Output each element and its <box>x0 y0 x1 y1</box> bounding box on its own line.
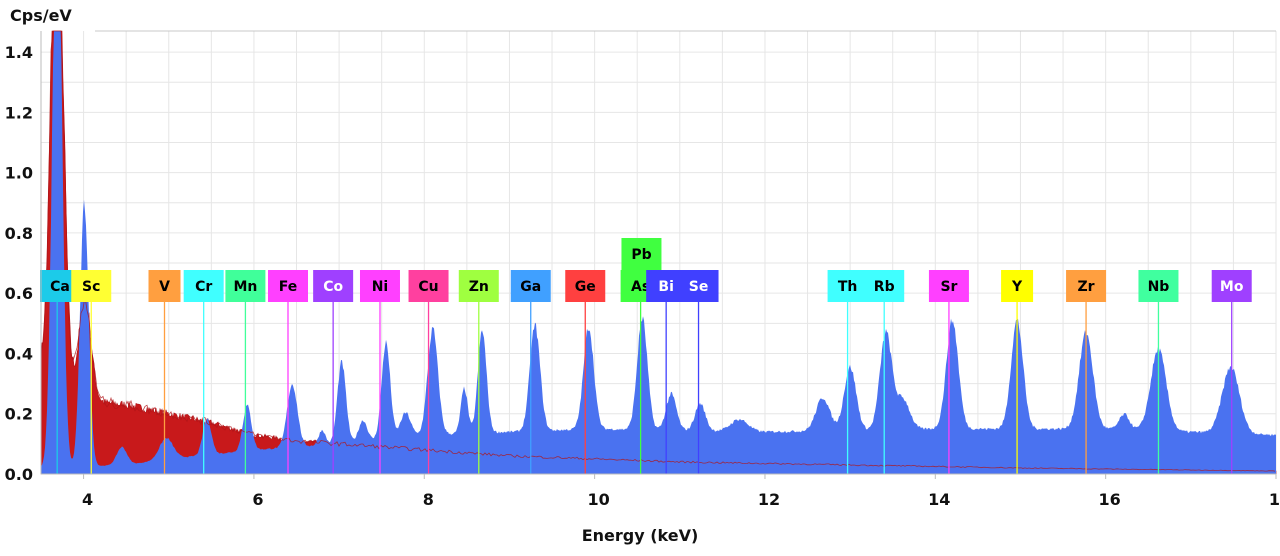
element-marker-mn: Mn <box>225 270 266 474</box>
element-label: Bi <box>658 279 673 295</box>
element-label: V <box>159 279 170 295</box>
element-marker-rb: Rb <box>864 270 905 474</box>
element-label: Sr <box>940 279 957 295</box>
x-axis-label: Energy (keV) <box>582 526 699 545</box>
element-marker-sr: Sr <box>928 270 969 474</box>
y-tick-label: 1.0 <box>5 164 33 183</box>
element-marker-mo: Mo <box>1211 270 1252 474</box>
element-label-box <box>313 270 354 302</box>
element-label-box <box>183 270 224 302</box>
element-label: Cr <box>195 279 212 295</box>
element-marker-cr: Cr <box>183 270 224 474</box>
element-marker-se: Se <box>678 270 719 474</box>
element-label: Mo <box>1220 279 1244 295</box>
element-marker-nb: Nb <box>1138 270 1179 474</box>
x-tick-label: 16 <box>1099 490 1121 509</box>
spectrum-red-trace <box>40 30 1276 472</box>
element-label-box <box>148 270 181 302</box>
element-marker-pb: Pb <box>621 238 662 270</box>
y-tick-label: 0.4 <box>5 344 33 363</box>
element-marker-fe: Fe <box>268 270 308 474</box>
element-label: Pb <box>631 247 651 263</box>
element-label-box <box>458 270 499 302</box>
element-label-box <box>71 270 112 302</box>
element-label-box <box>408 270 449 302</box>
element-label: Y <box>1011 279 1023 295</box>
element-label-box <box>678 270 719 302</box>
element-marker-zr: Zr <box>1066 270 1107 474</box>
y-tick-label: 1.2 <box>5 103 33 122</box>
element-label-box <box>510 270 551 302</box>
element-marker-v: V <box>148 270 181 474</box>
element-marker-sc: Sc <box>71 270 112 474</box>
element-label: Sc <box>82 279 100 295</box>
element-label: Rb <box>874 279 895 295</box>
y-axis-label: Cps/eV <box>10 6 72 25</box>
y-tick-label: 1.4 <box>5 43 33 62</box>
element-label: Th <box>838 279 858 295</box>
y-tick-label: 0.8 <box>5 224 33 243</box>
element-label: Cu <box>418 279 438 295</box>
element-label-box <box>565 270 606 302</box>
element-label: Mn <box>233 279 257 295</box>
y-tick-label: 0.0 <box>5 465 33 484</box>
element-marker-ge: Ge <box>565 270 606 474</box>
element-label-box <box>621 238 662 270</box>
x-tick-label: 14 <box>928 490 950 509</box>
element-label: Ca <box>50 279 70 295</box>
element-label-box <box>827 270 868 302</box>
element-marker-co: Co <box>313 270 354 474</box>
y-tick-label: 0.6 <box>5 284 33 303</box>
element-marker-y: Y <box>1001 270 1034 474</box>
element-label-box <box>1211 270 1252 302</box>
element-marker-th: Th <box>827 270 868 474</box>
element-label: Zn <box>469 279 489 295</box>
axes: 0.0 0.2 0.4 0.6 0.8 1.0 1.2 1.4 4 6 8 10 12 14 16 18 <box>5 31 1280 509</box>
element-markers: Ca Sc V Cr Mn Fe Co Ni Cu Zn Ga Ge As Pb Bi Se Th Rb Sr Y Zr… <box>40 238 1252 474</box>
element-label-box <box>1138 270 1179 302</box>
element-label-box <box>1066 270 1107 302</box>
element-label-box <box>1001 270 1034 302</box>
x-tick-label: 10 <box>587 490 609 509</box>
element-label-box <box>928 270 969 302</box>
element-label: Zr <box>1078 279 1095 295</box>
x-tick-label: 18 <box>1269 490 1280 509</box>
element-marker-ni: Ni <box>359 270 400 474</box>
x-tick-label: 12 <box>758 490 780 509</box>
x-tick-label: 4 <box>82 490 93 509</box>
element-label: As <box>631 279 650 295</box>
element-marker-zn: Zn <box>458 270 499 474</box>
element-label-box <box>864 270 905 302</box>
element-marker-ga: Ga <box>510 270 551 474</box>
x-tick-label: 6 <box>252 490 263 509</box>
element-label: Ga <box>520 279 541 295</box>
element-label: Nb <box>1148 279 1170 295</box>
spectrum-blue-area <box>41 31 1276 474</box>
element-marker-cu: Cu <box>408 270 449 474</box>
element-label-box <box>268 270 308 302</box>
y-tick-label: 0.2 <box>5 405 33 424</box>
element-label: Ni <box>372 279 389 295</box>
element-label-box <box>225 270 266 302</box>
element-label-box <box>359 270 400 302</box>
element-label: Co <box>323 279 343 295</box>
element-label: Se <box>689 279 709 295</box>
x-tick-label: 8 <box>423 490 434 509</box>
element-label: Fe <box>279 279 298 295</box>
element-label: Ge <box>575 279 596 295</box>
